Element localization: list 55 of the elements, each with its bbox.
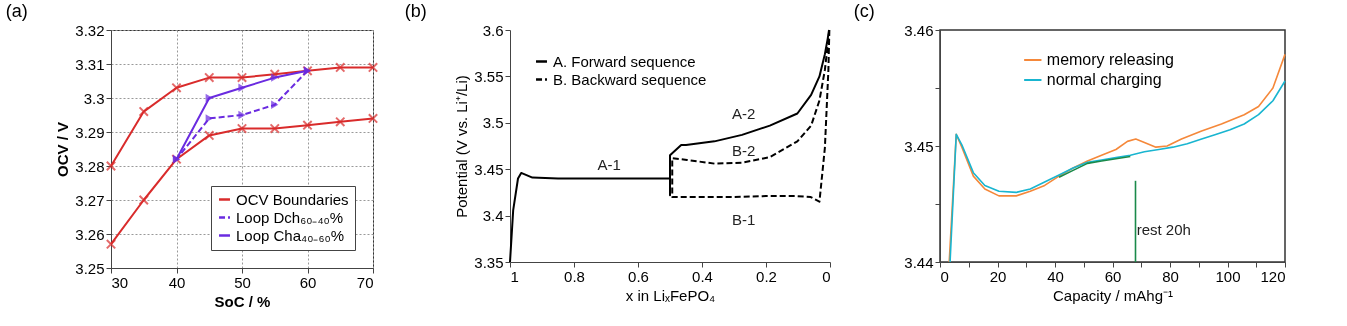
y-axis-title: OCV / V [54, 121, 72, 178]
legend-label: normal charging [1046, 71, 1162, 88]
x-axis-title: x in LiₓFePO₄ [625, 286, 716, 304]
x-tick-label: 80 [1162, 267, 1179, 285]
chart-title: (b) [404, 1, 427, 21]
y-tick-label: 3.46 [904, 21, 934, 39]
y-tick-label: 3.31 [75, 55, 105, 73]
y-tick-label: 3.27 [75, 191, 105, 209]
chart-title: (c) [853, 1, 875, 21]
x-tick-label: 0.2 [756, 267, 777, 285]
y-tick-label: 3.55 [474, 67, 504, 85]
y-axis-title: Potential (V vs. Li⁺/Li) [453, 75, 471, 218]
annotation: A-1 [597, 155, 621, 173]
y-tick-label: 3.6 [482, 21, 504, 39]
y-tick-label: 3.4 [482, 207, 504, 225]
y-tick-label: 3.45 [904, 137, 934, 155]
x-tick-label: 1 [510, 267, 519, 285]
legend-label: B. Backward sequence [553, 70, 707, 88]
x-axis-title: Capacity / mAhg⁻¹ [1052, 286, 1174, 304]
x-tick-label: 70 [356, 273, 374, 291]
y-tick-label: 3.29 [75, 123, 105, 141]
x-axis-title: SoC / % [214, 292, 271, 310]
x-tick-label: 0.4 [692, 267, 713, 285]
x-tick-label: 30 [111, 273, 129, 291]
x-tick-label: 120 [1260, 267, 1286, 285]
x-tick-label: 0 [940, 267, 949, 285]
x-tick-label: 0.8 [564, 267, 585, 285]
x-tick-label: 40 [168, 273, 186, 291]
x-tick-label: 50 [234, 273, 251, 291]
y-tick-label: 3.44 [904, 253, 934, 271]
legend-label: memory releasing [1046, 51, 1174, 68]
y-tick-label: 3.5 [482, 114, 504, 132]
annotation: B-2 [731, 141, 756, 159]
annotation: A-2 [731, 104, 756, 122]
y-tick-label: 3.28 [75, 157, 105, 175]
y-tick-label: 3.3 [83, 89, 105, 107]
x-tick-label: 60 [299, 273, 317, 291]
y-tick-label: 3.25 [75, 259, 105, 277]
legend-label: Loop Dch₆₀₋₄₀% [236, 208, 344, 226]
x-tick-label: 0.6 [628, 267, 649, 285]
annotation: B-1 [731, 211, 756, 229]
x-tick-label: 60 [1104, 267, 1122, 285]
y-tick-label: 3.45 [474, 160, 504, 178]
legend-label: A. Forward sequence [553, 52, 696, 70]
x-tick-label: 20 [989, 267, 1007, 285]
y-tick-label: 3.26 [75, 225, 105, 243]
chart-title: (a) [5, 1, 28, 21]
x-tick-label: 100 [1215, 267, 1241, 285]
y-tick-label: 3.32 [75, 21, 105, 39]
x-tick-label: 0 [822, 267, 831, 285]
y-tick-label: 3.35 [474, 253, 504, 271]
annotation: rest 20h [1136, 220, 1191, 238]
legend-label: Loop Cha₄₀₋₆₀% [236, 226, 345, 244]
x-tick-label: 40 [1047, 267, 1064, 285]
legend-label: OCV Boundaries [236, 190, 349, 208]
